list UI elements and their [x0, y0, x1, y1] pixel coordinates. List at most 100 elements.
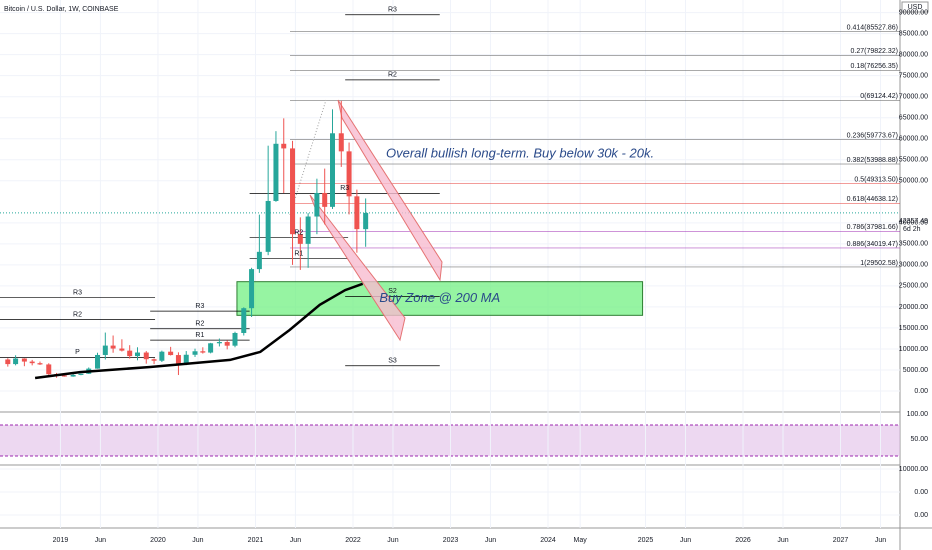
candle-body	[290, 148, 296, 235]
candle-body	[216, 342, 222, 344]
candle-body	[314, 192, 320, 217]
candle-body	[241, 308, 247, 333]
x-tick-label: 2026	[735, 537, 751, 544]
marks	[5, 100, 369, 380]
fib-label: 0.414(85527.86)	[847, 24, 898, 31]
candle-body	[168, 351, 174, 356]
x-tick-label: Jun	[680, 537, 691, 544]
candle-body	[183, 354, 189, 365]
x-tick-label: Jun	[875, 537, 886, 544]
fib-label: 0.886(34019.47)	[847, 241, 898, 248]
macd-tick-label: 0.00	[914, 489, 928, 496]
moving-average	[34, 282, 364, 380]
annotation: Overall bullish long-term. Buy below 30k…	[386, 145, 654, 160]
pivot-label: S2	[388, 288, 397, 295]
x-tick-label: 2019	[53, 537, 69, 544]
pivot-label: R3	[340, 185, 349, 192]
candle-body	[338, 133, 344, 152]
x-tick-label: 2022	[345, 537, 361, 544]
candle-body	[110, 345, 116, 349]
x-tick-label: Jun	[290, 537, 301, 544]
countdown: 6d 2h	[903, 226, 921, 233]
candle-body	[143, 352, 149, 360]
candle-body	[305, 216, 311, 244]
candle-body	[175, 355, 181, 365]
currency-box	[901, 1, 929, 13]
candle-body	[232, 332, 238, 346]
x-tick-label: 2023	[443, 537, 459, 544]
candle-body	[5, 359, 11, 365]
y-tick-label: 55000.00	[899, 157, 928, 164]
pivot-label: R2	[294, 229, 303, 236]
candle-body	[119, 348, 125, 351]
x-tick-label: 2025	[638, 537, 654, 544]
y-tick-label: 15000.00	[899, 325, 928, 332]
stoch-tick-label: 50.00	[910, 436, 928, 443]
channel	[337, 99, 443, 282]
y-tick-label: 25000.00	[899, 283, 928, 290]
pivot-label: R2	[73, 311, 82, 318]
price-label: 42357.49	[899, 218, 928, 225]
y-tick-label: 20000.00	[899, 304, 928, 311]
candle-body	[363, 212, 369, 230]
y-tick-label: 0.00	[914, 388, 928, 395]
currency: USD	[908, 4, 923, 11]
buy-zone	[236, 281, 644, 316]
x-tick-label: Jun	[192, 537, 203, 544]
fib-label: 0.27(79822.32)	[851, 48, 898, 55]
channel	[309, 194, 406, 342]
candle-body	[281, 143, 287, 149]
y-tick-label: 30000.00	[899, 262, 928, 269]
x-tick-label: Jun	[485, 537, 496, 544]
x-tick-label: Jun	[95, 537, 106, 544]
y-tick-label: 10000.00	[899, 346, 928, 353]
x-tick-label: Jun	[387, 537, 398, 544]
fib-label: 1(29502.58)	[860, 260, 898, 267]
y-tick-label: 60000.00	[899, 136, 928, 143]
x-tick-label: 2021	[248, 537, 264, 544]
chart-title: Bitcoin / U.S. Dollar, 1W, COINBASE	[4, 6, 119, 13]
y-tick-label: 70000.00	[899, 94, 928, 101]
candle-body	[102, 345, 108, 355]
pivot-label: S3	[388, 358, 397, 365]
pivot-label: R2	[388, 72, 397, 79]
x-tick-label: 2027	[833, 537, 849, 544]
candle-body	[265, 200, 271, 252]
y-tick-label: 80000.00	[899, 51, 928, 58]
candle-body	[256, 251, 262, 270]
candle-body	[70, 374, 76, 377]
candle-body	[297, 234, 303, 244]
candle-body	[330, 133, 336, 207]
trend-line	[289, 99, 327, 216]
macd-tick-label: 0.00	[914, 512, 928, 519]
candle-body	[21, 358, 27, 362]
pivot-label: R2	[195, 321, 204, 328]
drawings	[289, 99, 443, 342]
candle-body	[46, 364, 52, 375]
y-tick-label: 50000.00	[899, 178, 928, 185]
y-tick-label: 35000.00	[899, 241, 928, 248]
y-tick-label: 90000.00	[899, 9, 928, 16]
x-tick-label: 2020	[150, 537, 166, 544]
fib-label: 0.5(49313.50)	[854, 177, 898, 184]
candle-body	[29, 361, 35, 364]
candle-body	[192, 351, 198, 355]
fib-label: 0(69124.42)	[860, 93, 898, 100]
y-tick-label: 40000.00	[899, 220, 928, 227]
zone-label: Buy Zone @ 200 MA	[379, 290, 500, 305]
fib-label: 0.236(59773.67)	[847, 133, 898, 140]
candle-body	[346, 151, 352, 197]
macd-tick-label: 10000.00	[899, 466, 928, 473]
candle-body	[159, 351, 165, 361]
candle-body	[13, 358, 19, 365]
candle-body	[322, 192, 328, 207]
candle-body	[37, 363, 43, 365]
x-tick-label: May	[574, 537, 588, 544]
y-tick-label: 75000.00	[899, 73, 928, 80]
pivot-label: P	[75, 349, 80, 356]
candle-body	[134, 352, 140, 357]
candle-body	[151, 359, 157, 361]
candle-body	[273, 143, 279, 201]
